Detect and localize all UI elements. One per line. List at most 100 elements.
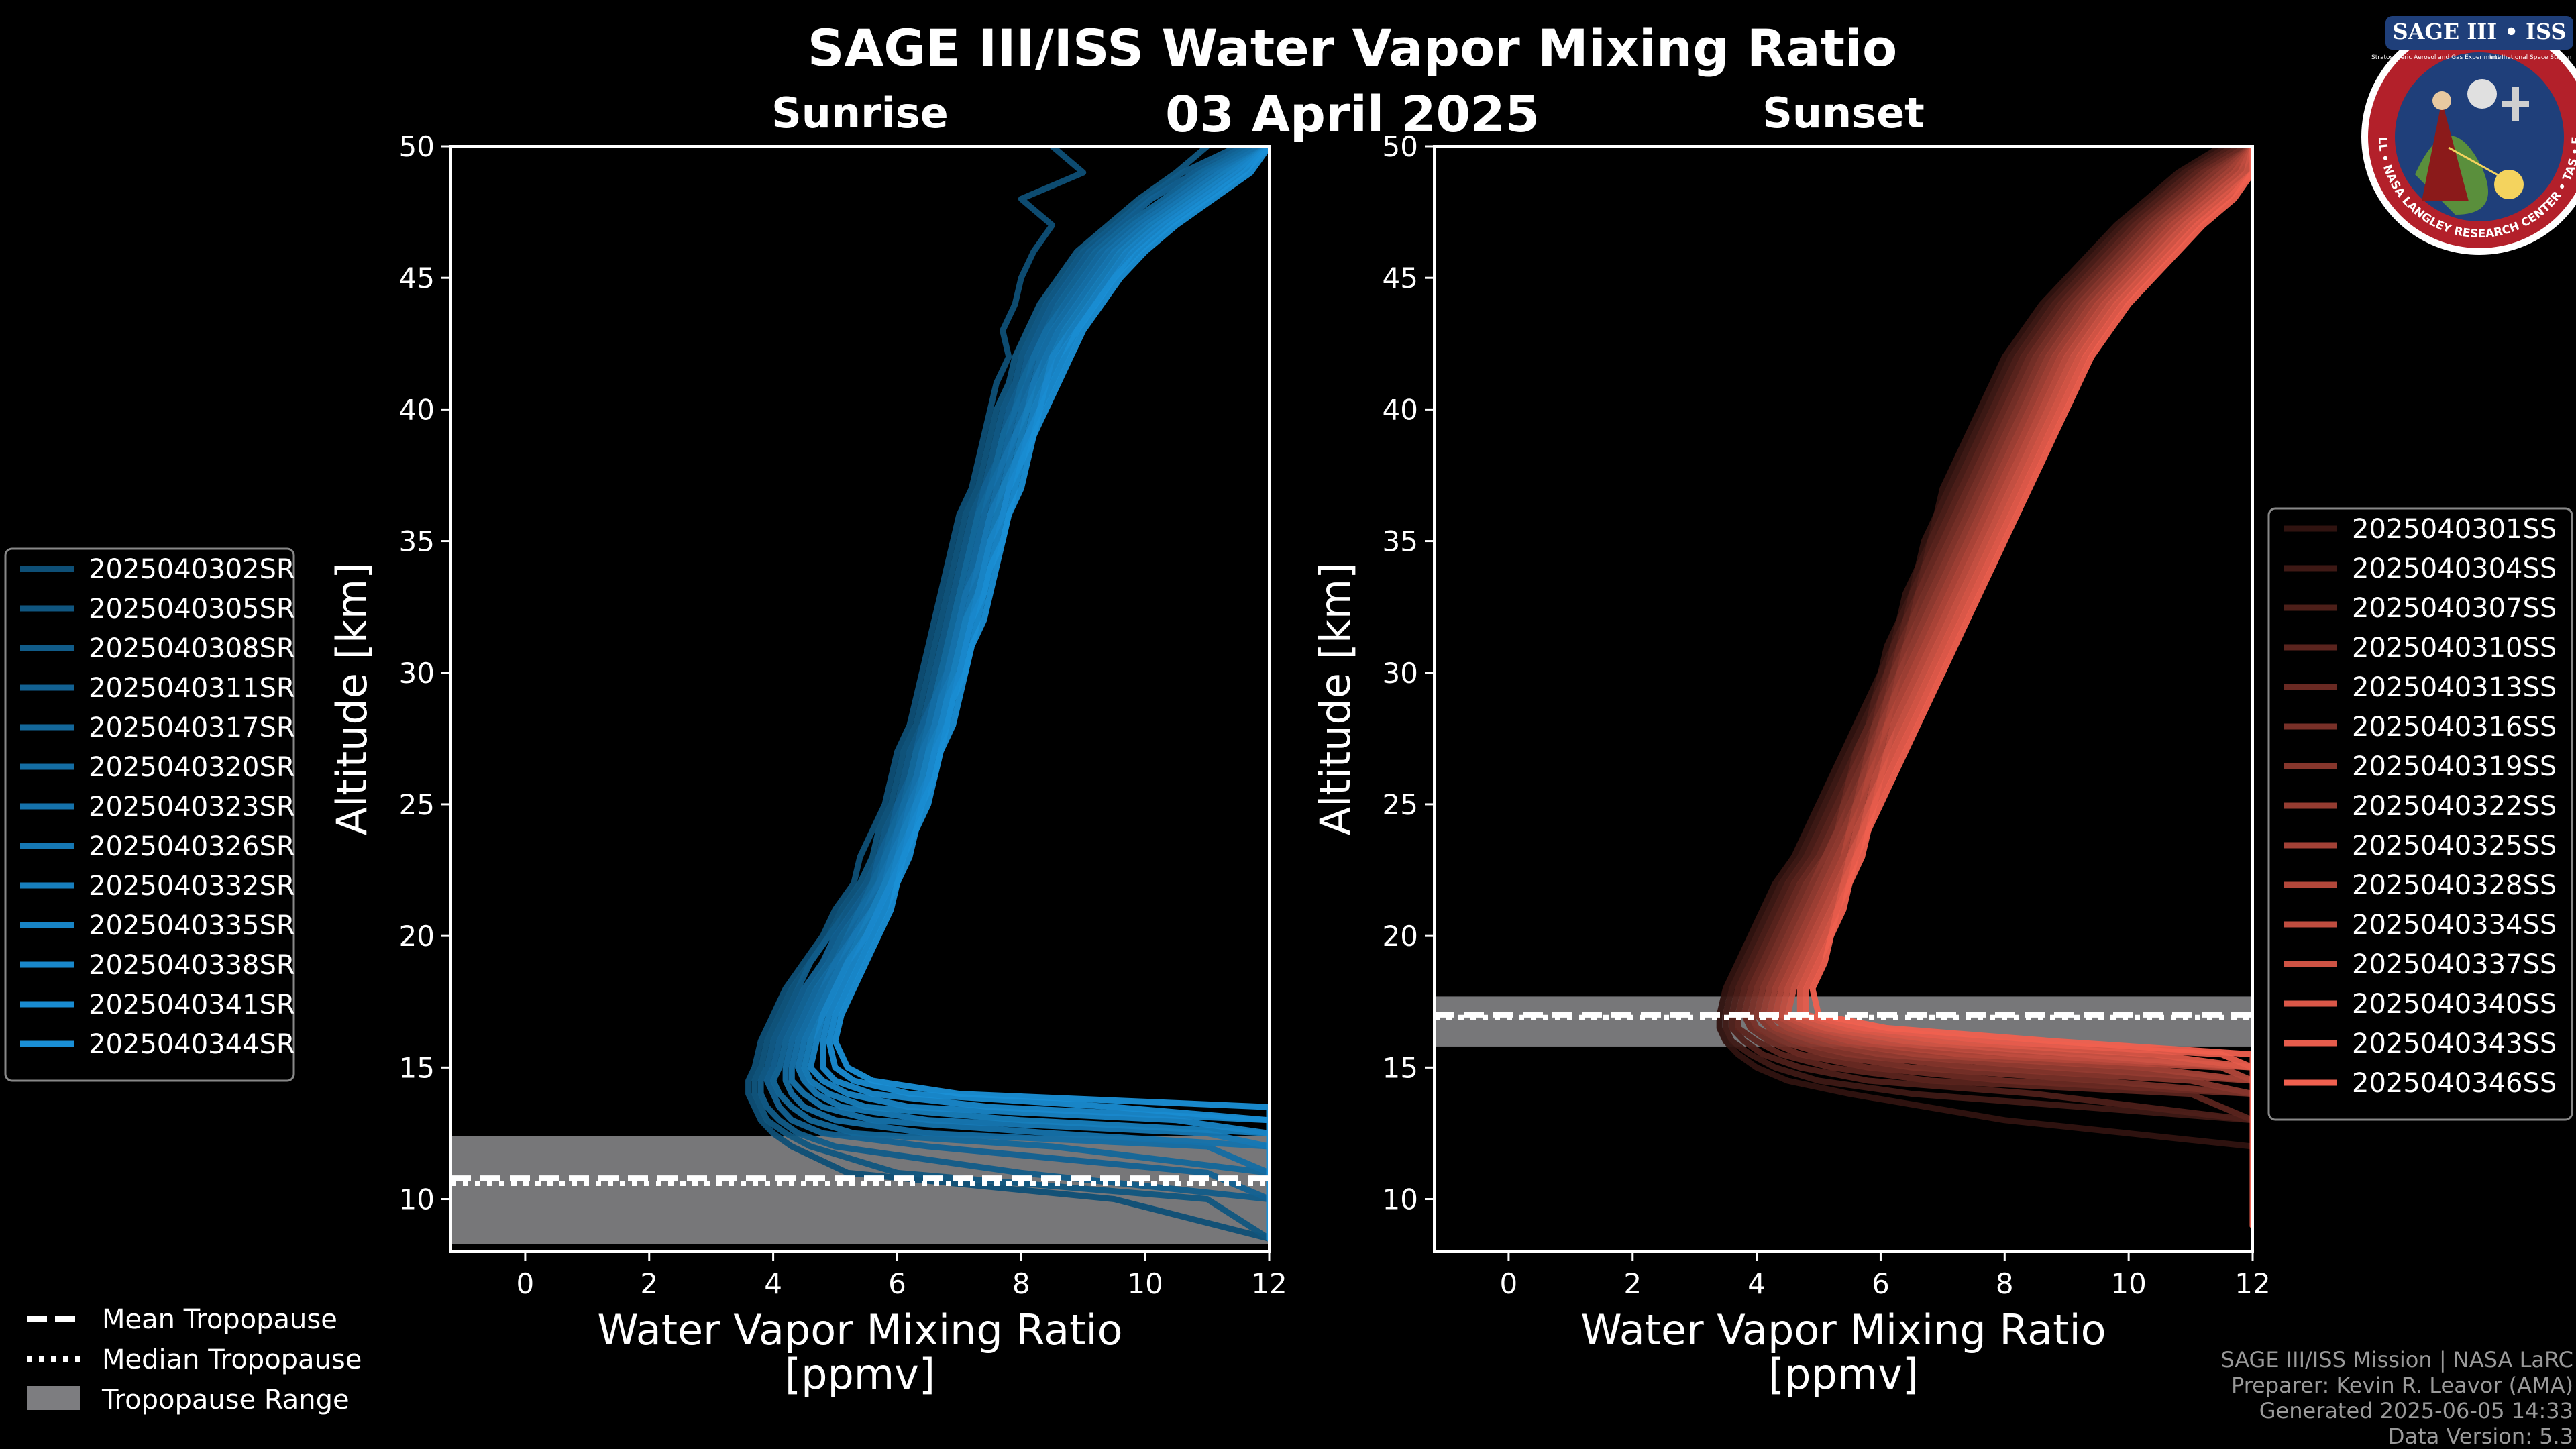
x-tick-label: 8: [1012, 1267, 1030, 1300]
y-tick-label: 25: [1383, 788, 1418, 821]
legend-tropopause-label: Tropopause Range: [101, 1385, 350, 1415]
y-tick-label: 40: [399, 393, 435, 426]
logo-iss-truss: [2512, 87, 2519, 121]
footer-line: Generated 2025-06-05 14:33: [2259, 1398, 2573, 1424]
legend-entry: 2025040344SR: [89, 1029, 295, 1060]
series-line-2025040344SR: [832, 146, 1269, 1242]
x-tick-label: 0: [1500, 1267, 1518, 1300]
x-tick-label: 0: [517, 1267, 535, 1300]
series-line-2025040337SS: [1784, 146, 2253, 1229]
chart-date: 03 April 2025: [1165, 86, 1540, 144]
y-tick-label: 50: [1383, 130, 1418, 163]
series-legend-sunrise: 2025040302SR 2025040305SR 2025040308SR 2025…: [4, 547, 295, 1082]
y-tick-label: 40: [1383, 393, 1418, 426]
series-line-2025040320SR: [782, 146, 1269, 1242]
x-tick-label: 8: [1996, 1267, 2014, 1300]
x-tick-label: 4: [1748, 1267, 1766, 1300]
legend-entry: 2025040340SS: [2352, 989, 2557, 1020]
y-tick-label: 45: [1383, 262, 1418, 294]
x-tick-label: 12: [1251, 1267, 1287, 1300]
logo-subtext-right: International Space Station: [2489, 54, 2572, 61]
legend-entry: 2025040323SR: [89, 792, 295, 822]
series-line-2025040328SS: [1772, 146, 2253, 1229]
plot-area: [1434, 146, 2253, 1229]
legend-entry: 2025040332SR: [89, 871, 295, 902]
x-axis-label: Water Vapor Mixing Ratio: [597, 1305, 1122, 1354]
footer-line: SAGE III/ISS Mission | NASA LaRC: [2220, 1347, 2573, 1373]
logo-sun: [2494, 170, 2524, 199]
series-line-2025040316SS: [1747, 146, 2253, 1229]
x-tick-label: 10: [2110, 1267, 2146, 1300]
legend-entry: 2025040326SR: [89, 831, 295, 862]
series-line-2025040340SS: [1796, 146, 2253, 1229]
series-line-2025040335SR: [807, 146, 1269, 1242]
series-line-2025040302SR: [745, 146, 1269, 1242]
y-tick-label: 20: [1383, 920, 1418, 953]
y-tick-label: 20: [399, 920, 435, 953]
y-tick-label: 50: [399, 130, 435, 163]
series-line-2025040326SR: [795, 146, 1269, 1242]
y-tick-label: 35: [1383, 525, 1418, 558]
series-line-2025040346SS: [1809, 146, 2253, 1229]
logo-figure: [2422, 101, 2469, 201]
footer: SAGE III/ISS Mission | NASA LaRCPreparer…: [2220, 1347, 2573, 1449]
x-tick-label: 12: [2235, 1267, 2270, 1300]
logo-banner: [2385, 16, 2573, 50]
y-tick-label: 15: [1383, 1051, 1418, 1084]
x-tick-label: 2: [1623, 1267, 1642, 1300]
y-tick-label: 10: [399, 1183, 435, 1216]
series-line-2025040301SS: [1716, 146, 2253, 1229]
y-axis-label: Altitude [km]: [1311, 563, 1360, 836]
logo-subtext-left: Stratospheric Aerosol and Gas Experiment…: [2371, 54, 2507, 61]
series-line-2025040304SS: [1722, 146, 2253, 1229]
legend-entry: 2025040319SS: [2352, 751, 2557, 782]
y-tick-label: 45: [399, 262, 435, 294]
footer-line: Preparer: Kevin R. Leavor (AMA): [2231, 1373, 2573, 1398]
legend-entry: 2025040343SS: [2352, 1028, 2557, 1059]
legend-entry: 2025040307SS: [2352, 593, 2557, 624]
chart-title: SAGE III/ISS Water Vapor Mixing Ratio: [808, 18, 1898, 78]
legend-entry: 2025040310SS: [2352, 633, 2557, 663]
sunset-panel: 0 2 4 6 8 10 12 10 15 20 25 30 35 40 45 50 Sunset Water V…: [1311, 89, 2573, 1399]
legend-entry: 2025040313SS: [2352, 672, 2557, 703]
y-tick-label: 15: [399, 1051, 435, 1084]
x-tick-label: 10: [1127, 1267, 1163, 1300]
logo-figure-head: [2432, 91, 2451, 110]
x-tick-label: 4: [764, 1267, 782, 1300]
legend-entry: 2025040341SR: [89, 989, 295, 1020]
legend-entry: 2025040322SS: [2352, 791, 2557, 822]
legend-entry: 2025040317SR: [89, 712, 295, 743]
plot-area: [451, 146, 1269, 1244]
y-tick-label: 10: [1383, 1183, 1418, 1216]
series-line-2025040311SR: [763, 146, 1269, 1242]
series-line-2025040341SR: [826, 146, 1269, 1242]
tropopause-legend: Mean Tropopause Median Tropopause Tropopau…: [27, 1304, 362, 1415]
legend-entry: 2025040335SR: [89, 910, 295, 941]
x-tick-label: 2: [640, 1267, 658, 1300]
y-tick-label: 35: [399, 525, 435, 558]
legend-entry: 2025040334SS: [2352, 910, 2557, 941]
legend-tropopause-label: Mean Tropopause: [102, 1304, 337, 1335]
legend-entry: 2025040338SR: [89, 950, 295, 981]
panel-title: Sunrise: [771, 89, 949, 138]
y-axis-label: Altitude [km]: [327, 563, 376, 836]
legend-entry: 2025040304SS: [2352, 553, 2557, 584]
footer-line: Data Version: 5.3: [2388, 1424, 2573, 1449]
logo-ray: [2448, 146, 2510, 182]
legend-entry: 2025040302SR: [89, 554, 295, 585]
legend-entry: 2025040320SR: [89, 752, 295, 783]
y-tick-label: 30: [399, 657, 435, 690]
logo-title: SAGE III • ISS: [2393, 19, 2567, 44]
x-axis-unit: [ppmv]: [1768, 1350, 1919, 1399]
legend-entry: 2025040301SS: [2352, 514, 2557, 545]
legend-box: [4, 547, 295, 1082]
x-axis-label: Water Vapor Mixing Ratio: [1580, 1305, 2106, 1354]
series-legend-sunset: 2025040301SS 2025040304SS 2025040307SS 2025…: [2267, 507, 2573, 1121]
sunrise-panel: 0 2 4 6 8 10 12 10 15 20 25 30 35 40 45 50 Sunrise Water …: [4, 89, 1287, 1399]
legend-box: [2267, 507, 2573, 1121]
plot-frame: [449, 145, 1271, 1253]
series-line-2025040334SS: [1778, 146, 2253, 1229]
y-tick-label: 30: [1383, 657, 1418, 690]
legend-entry: 2025040311SR: [89, 673, 295, 704]
